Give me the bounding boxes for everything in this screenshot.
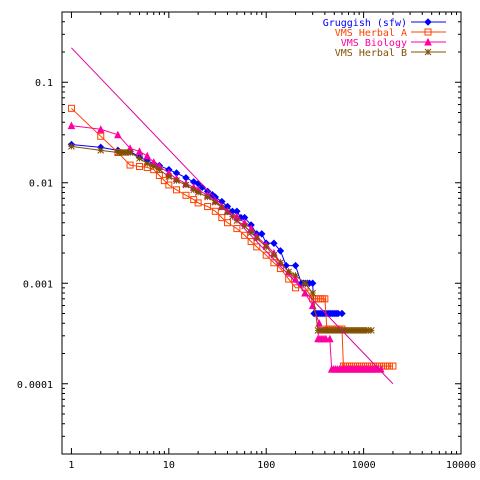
data-point bbox=[165, 181, 173, 189]
data-point bbox=[182, 191, 190, 199]
data-point bbox=[258, 230, 266, 238]
legend-label: VMS Herbal A bbox=[335, 28, 407, 39]
data-point bbox=[424, 37, 432, 46]
data-point bbox=[143, 151, 152, 160]
data-point bbox=[322, 334, 330, 343]
data-point bbox=[364, 326, 372, 334]
data-point bbox=[67, 121, 76, 130]
legend-label: Gruggish (sfw) bbox=[323, 18, 407, 29]
data-point bbox=[277, 259, 284, 267]
data-point bbox=[233, 225, 241, 233]
data-point bbox=[424, 28, 432, 36]
data-point bbox=[194, 199, 202, 207]
axis-ticks: 1 10 100 1000 10000 0.1 0.01 0.001 0.0001 bbox=[17, 11, 476, 471]
data-point bbox=[114, 130, 122, 139]
data-point bbox=[301, 279, 309, 287]
series-line bbox=[71, 145, 372, 331]
data-point bbox=[182, 181, 190, 189]
x-tick-label: 100 bbox=[257, 460, 275, 471]
data-point bbox=[211, 198, 219, 206]
data-point bbox=[68, 143, 75, 150]
data-point bbox=[334, 309, 342, 318]
data-point bbox=[292, 284, 300, 292]
data-point bbox=[173, 186, 181, 194]
data-point bbox=[276, 247, 285, 255]
y-tick-label: 0.01 bbox=[29, 179, 53, 190]
data-point bbox=[241, 231, 249, 239]
x-tick-label: 10 bbox=[163, 460, 175, 471]
data-point bbox=[165, 173, 173, 181]
data-point bbox=[150, 163, 158, 170]
legend-label: VMS Herbal B bbox=[335, 48, 407, 59]
data-point bbox=[282, 261, 290, 270]
y-tick-label: 0.1 bbox=[35, 78, 53, 89]
data-point bbox=[247, 229, 255, 236]
data-point bbox=[173, 177, 180, 184]
data-point bbox=[96, 125, 105, 133]
data-point bbox=[124, 149, 132, 156]
series-vms-biology bbox=[67, 121, 385, 373]
legend-label: VMS Biology bbox=[341, 38, 407, 49]
legend-marker bbox=[424, 18, 432, 26]
data-point bbox=[211, 207, 219, 215]
data-point bbox=[67, 104, 75, 112]
data-point bbox=[143, 160, 151, 167]
series-line bbox=[71, 47, 394, 385]
data-point bbox=[218, 203, 226, 211]
data-point bbox=[97, 147, 105, 154]
data-point bbox=[309, 289, 317, 297]
x-tick-label: 1 bbox=[68, 460, 74, 471]
series-fit-line bbox=[71, 47, 394, 385]
data-point bbox=[270, 251, 278, 259]
data-point bbox=[190, 186, 198, 194]
data-point bbox=[204, 193, 211, 201]
data-point bbox=[126, 161, 134, 169]
data-point bbox=[253, 243, 261, 251]
data-point bbox=[305, 279, 314, 287]
data-point bbox=[385, 362, 393, 370]
data-point bbox=[319, 295, 327, 303]
series-layer bbox=[67, 47, 397, 385]
data-point bbox=[136, 163, 144, 171]
data-point bbox=[160, 177, 168, 185]
legend-marker bbox=[424, 37, 432, 46]
y-tick-label: 0.0001 bbox=[17, 380, 53, 391]
legend-marker bbox=[424, 48, 432, 56]
data-point bbox=[367, 326, 375, 334]
data-point bbox=[424, 48, 432, 56]
data-point bbox=[291, 261, 300, 270]
data-point bbox=[135, 147, 144, 155]
x-tick-label: 1000 bbox=[352, 460, 376, 471]
data-point bbox=[156, 166, 163, 174]
data-point bbox=[204, 203, 212, 211]
data-point bbox=[424, 18, 432, 26]
data-point bbox=[223, 219, 231, 227]
legend-marker bbox=[424, 28, 432, 36]
data-point bbox=[285, 268, 293, 276]
data-point bbox=[241, 222, 248, 230]
data-point bbox=[97, 132, 105, 140]
data-point bbox=[270, 239, 278, 247]
x-tick-label: 10000 bbox=[446, 460, 476, 471]
data-point bbox=[136, 154, 143, 162]
data-point bbox=[285, 275, 293, 283]
data-point bbox=[292, 271, 299, 279]
y-tick-label: 0.001 bbox=[23, 279, 53, 290]
data-point bbox=[253, 234, 261, 242]
data-point bbox=[262, 243, 270, 251]
data-point bbox=[218, 214, 226, 222]
data-point bbox=[224, 208, 231, 216]
series-vms-herbal-b bbox=[68, 143, 375, 334]
data-point bbox=[194, 189, 202, 196]
